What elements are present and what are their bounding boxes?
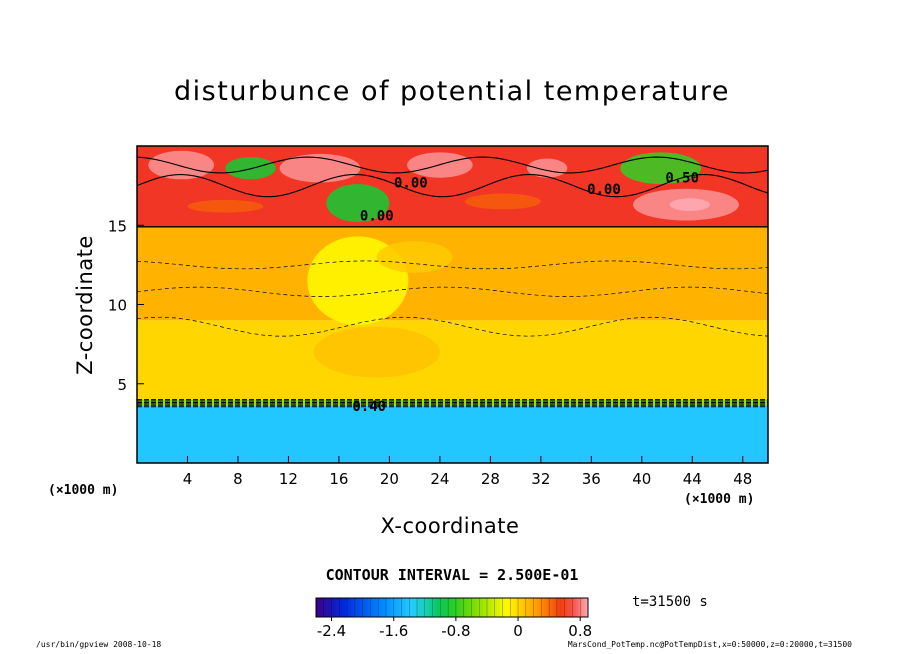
plot-area (137, 146, 768, 463)
colorbar-gradient (315, 597, 589, 618)
contour-dashed-2 (137, 260, 768, 270)
heatmap-feature-13 (313, 326, 440, 378)
contour-dashed-1 (137, 316, 768, 337)
chart-title: disturbunce of potential temperature (174, 76, 730, 107)
colorbar: -2.4 -1.6 -0.8 0 0.8 (315, 597, 592, 640)
contour-interval-label: CONTOUR INTERVAL = 2.500E-01 (325, 566, 579, 584)
x-tick-label-10: 44 (683, 470, 702, 488)
y-axis-label: Z-coordinate (73, 235, 97, 375)
heatmap-feature-4 (526, 158, 568, 178)
heatmap-feature-7 (669, 198, 710, 211)
heatmap-feature-12 (376, 241, 453, 273)
colorbar-tick-label-3: 0 (513, 622, 523, 640)
x-tick-label-0: 4 (183, 470, 193, 488)
y-tick-label-1: 10 (108, 297, 127, 315)
contour-label-2: 0.50 (665, 171, 699, 187)
heatmap-feature-2 (279, 153, 361, 183)
x-tick-label-7: 32 (531, 470, 550, 488)
x-tick-label-11: 48 (733, 470, 752, 488)
colorbar-tick-label-2: -0.8 (441, 622, 470, 640)
x-tick-label-5: 24 (430, 470, 449, 488)
contour-solid-0 (137, 173, 768, 198)
colorbar-tick-label-4: 0.8 (568, 622, 592, 640)
x-tick-label-3: 16 (329, 470, 348, 488)
colorbar-tick-label-0: -2.4 (317, 622, 346, 640)
heatmap-layer-0 (137, 405, 768, 463)
x-tick-label-2: 12 (279, 470, 298, 488)
heatmap-layer-2 (137, 320, 768, 400)
heatmap-feature-0 (148, 150, 214, 180)
time-label: t=31500 s (632, 594, 708, 610)
x-tick-label-1: 8 (233, 470, 243, 488)
heatmap-feature-8 (326, 184, 390, 223)
contour-label-3: 0.00 (360, 209, 394, 225)
contour-dashed-0 (137, 286, 768, 297)
contour-label-0: 0.00 (394, 175, 428, 191)
y-axis: 5 10 15 (108, 217, 144, 394)
contour-labels: 0.00 0.00 0.50 0.00 0.40 (352, 171, 699, 415)
x-axis-label: X-coordinate (380, 514, 520, 538)
x-tick-label-4: 20 (380, 470, 399, 488)
x-unit-right: (×1000 m) (684, 492, 755, 507)
heatmap-feature-9 (187, 199, 264, 213)
contour-label-4: 0.40 (352, 399, 386, 415)
heatmap-feature-1 (225, 157, 276, 180)
contour-lines (137, 156, 768, 408)
contour-label-1: 0.00 (587, 182, 621, 198)
heatmap-layers (137, 146, 768, 463)
x-tick-label-8: 36 (582, 470, 601, 488)
x-tick-label-6: 28 (481, 470, 500, 488)
x-axis: 4 8 12 16 20 24 28 32 36 40 44 48 (183, 456, 752, 488)
footer-left: /usr/bin/gpview 2008-10-18 (36, 640, 162, 649)
colorbar-tick-label-1: -1.6 (379, 622, 408, 640)
footer-right: MarsCond_PotTemp.nc@PotTempDist,x=0:5000… (567, 640, 852, 649)
y-tick-label-0: 5 (117, 376, 127, 394)
contour-solid-1 (137, 156, 768, 174)
x-unit-left: (×1000 m) (48, 483, 119, 498)
y-tick-label-2: 15 (108, 217, 127, 235)
x-tick-label-9: 40 (632, 470, 651, 488)
heatmap-feature-10 (465, 193, 541, 210)
heatmap-layer-3 (137, 226, 768, 321)
